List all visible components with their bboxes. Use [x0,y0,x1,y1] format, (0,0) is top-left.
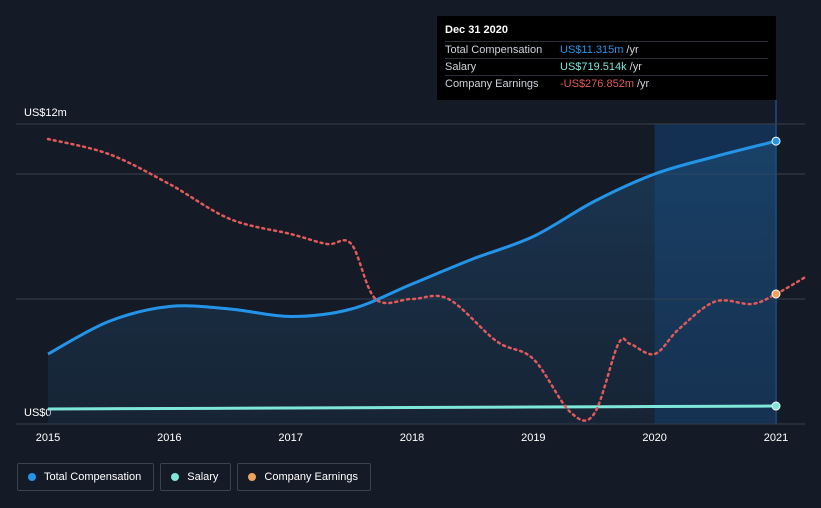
legend-label: Company Earnings [264,471,358,483]
total-compensation-marker [771,136,781,146]
y-tick-label: US$0 [24,407,52,419]
tooltip-label: Salary [445,61,477,73]
x-tick-label: 2019 [521,432,545,444]
legend-dot-icon [248,473,257,481]
total-compensation-area [48,141,776,424]
legend-label: Salary [187,471,219,483]
legend-dot-icon [171,473,180,481]
salary-marker [771,401,781,411]
tooltip-label: Company Earnings [445,78,539,90]
x-tick-label: 2020 [642,432,666,444]
chart-tooltip: Dec 31 2020 Total Compensation US$11.315… [437,16,776,100]
x-tick-label: 2021 [764,432,788,444]
company-earnings-line [46,137,808,422]
x-tick-label: 2017 [278,432,302,444]
tooltip-row-company-earnings: Company Earnings -US$276.852m /yr [445,75,768,92]
legend-item-salary[interactable]: Salary [160,463,232,491]
tooltip-value: US$11.315m [560,44,624,56]
tooltip-unit: /yr [637,78,650,90]
tooltip-row-salary: Salary US$719.514k /yr [445,58,768,75]
x-tick-label: 2018 [400,432,424,444]
tooltip-label: Total Compensation [445,44,543,56]
company-earnings-marker [771,289,781,299]
legend-item-total-compensation[interactable]: Total Compensation [17,463,155,491]
tooltip-unit: /yr [626,44,639,56]
y-tick-label: US$12m [24,107,67,119]
tooltip-value: -US$276.852m [560,78,634,90]
tooltip-unit: /yr [629,61,642,73]
total-compensation-line [47,139,777,356]
salary-line [47,404,777,411]
tooltip-row-total-compensation: Total Compensation US$11.315m /yr [445,41,768,58]
legend-dot-icon [28,473,36,481]
chart-legend: Total Compensation Salary Company Earnin… [17,463,371,491]
x-tick-label: 2015 [36,432,60,444]
legend-item-company-earnings[interactable]: Company Earnings [237,463,371,491]
tooltip-value: US$719.514k [560,61,627,73]
x-tick-label: 2016 [157,432,181,444]
legend-label: Total Compensation [44,471,142,483]
tooltip-date: Dec 31 2020 [445,24,508,36]
